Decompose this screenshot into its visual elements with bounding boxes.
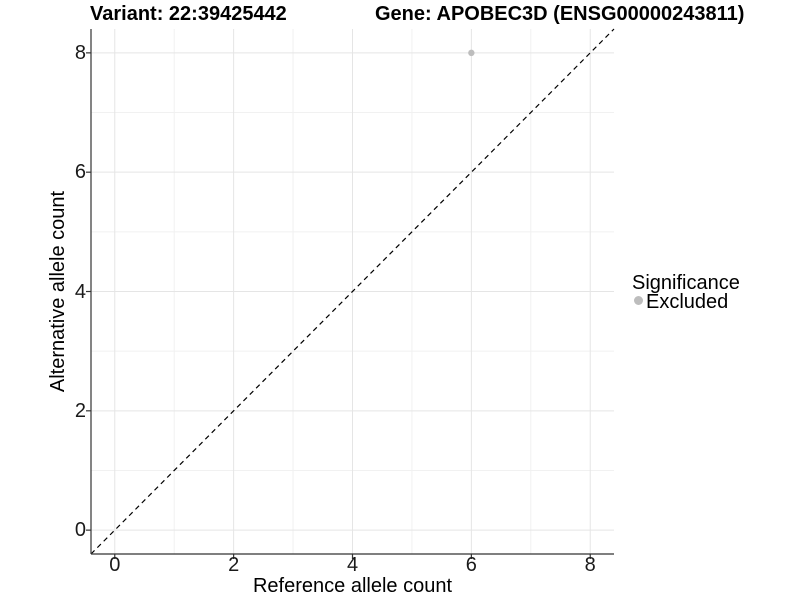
legend-excluded-marker-icon (634, 296, 643, 305)
y-tick-label: 8 (74, 41, 86, 64)
y-tick-label: 0 (74, 519, 86, 542)
x-tick-label: 6 (465, 554, 477, 576)
x-tick-label: 2 (228, 554, 240, 576)
y-tick-label: 6 (74, 161, 86, 184)
plot-title-gene: Gene: APOBEC3D (ENSG00000243811) (375, 3, 745, 25)
y-tick-label: 4 (74, 280, 86, 303)
identity-reference-line (90, 28, 615, 555)
y-tick-label: 2 (74, 399, 86, 422)
x-tick-label: 0 (109, 554, 121, 576)
legend-entry-excluded: Excluded (646, 291, 729, 313)
data-point (468, 49, 475, 57)
x-axis-label: Reference allele count (252, 575, 452, 597)
legend-title: Significance (632, 272, 740, 294)
x-tick-label: 8 (584, 554, 596, 576)
plot-title-variant: Variant: 22:39425442 (90, 3, 287, 25)
x-tick-label: 4 (346, 554, 359, 576)
